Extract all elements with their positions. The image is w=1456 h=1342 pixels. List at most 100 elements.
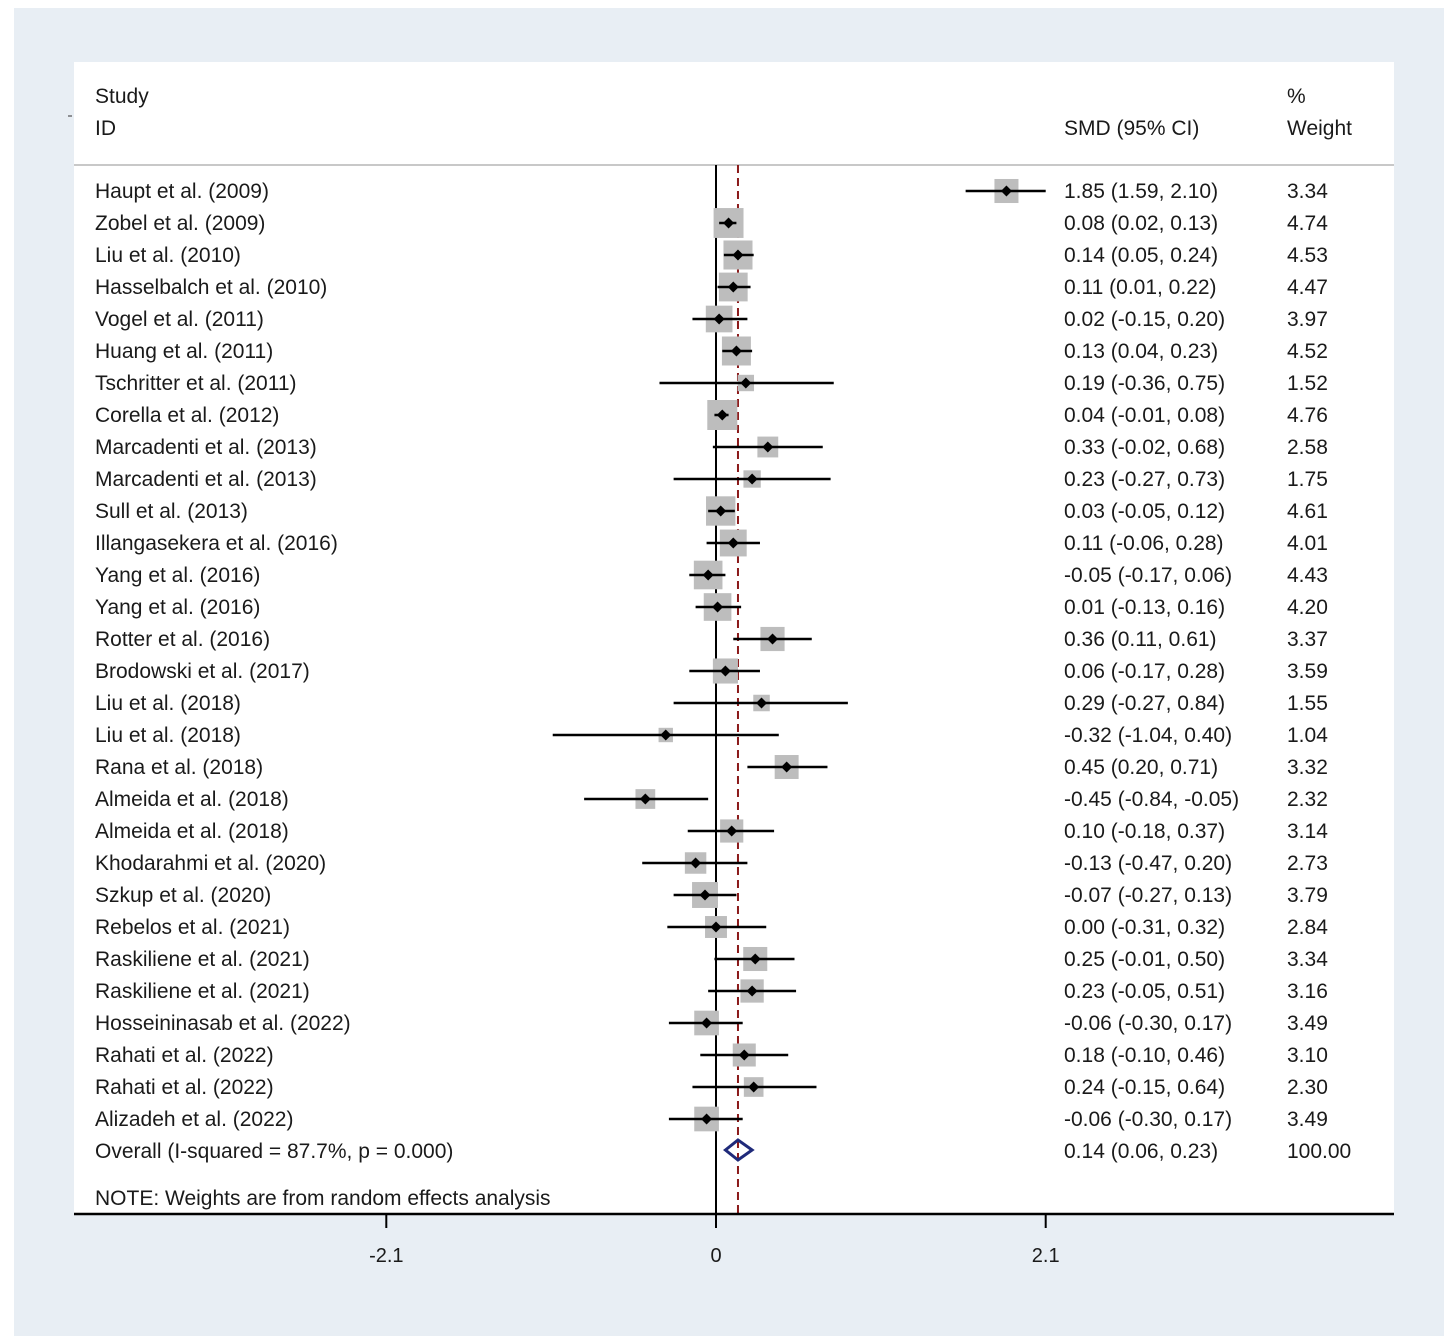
study-label: Alizadeh et al. (2022)	[95, 1108, 293, 1131]
point-estimate-marker	[639, 793, 651, 805]
study-row: Rahati et al. (2022) 0.18 (-0.10, 0.46) 3.…	[95, 1043, 1328, 1067]
point-estimate-marker	[702, 569, 714, 581]
study-weight-text: 2.32	[1287, 788, 1328, 811]
point-estimate-marker	[781, 761, 793, 773]
study-label: Szkup et al. (2020)	[95, 884, 271, 907]
header-effect: SMD (95% CI)	[1064, 117, 1199, 140]
study-weight-text: 2.73	[1287, 852, 1328, 875]
point-estimate-marker	[713, 313, 725, 325]
study-ci-text: -0.13 (-0.47, 0.20)	[1064, 852, 1232, 875]
study-ci-text: 0.04 (-0.01, 0.08)	[1064, 404, 1225, 427]
study-label: Raskiliene et al. (2021)	[95, 980, 310, 1003]
study-ci-text: 0.06 (-0.17, 0.28)	[1064, 660, 1225, 683]
point-estimate-marker	[746, 985, 758, 997]
study-row: Marcadenti et al. (2013) 0.33 (-0.02, 0.6…	[95, 436, 1328, 459]
study-row: Khodarahmi et al. (2020) -0.13 (-0.47, 0.…	[95, 852, 1328, 875]
study-row: Rahati et al. (2022) 0.24 (-0.15, 0.64) 2.…	[95, 1076, 1328, 1099]
study-rows: Haupt et al. (2009) 1.85 (1.59, 2.10) 3.34…	[95, 178, 1328, 1132]
study-weight-text: 1.04	[1287, 724, 1328, 747]
study-label: Huang et al. (2011)	[95, 340, 273, 363]
overall-ci-text: 0.14 (0.06, 0.23)	[1064, 1140, 1218, 1163]
study-ci-text: 0.24 (-0.15, 0.64)	[1064, 1076, 1225, 1099]
x-axis-ticks: -2.1 0 2.1	[369, 1214, 1060, 1267]
study-ci-text: 0.01 (-0.13, 0.16)	[1064, 596, 1225, 619]
study-row: Liu et al. (2018) 0.29 (-0.27, 0.84) 1.55	[95, 692, 1328, 715]
study-ci-text: 0.23 (-0.05, 0.51)	[1064, 980, 1225, 1003]
study-label: Raskiliene et al. (2021)	[95, 948, 310, 971]
study-label: Rahati et al. (2022)	[95, 1076, 274, 1099]
study-row: Yang et al. (2016) -0.05 (-0.17, 0.06) 4.4…	[95, 560, 1328, 590]
point-estimate-marker	[701, 1113, 713, 1125]
study-label: Marcadenti et al. (2013)	[95, 436, 317, 459]
study-ci-text: 0.14 (0.05, 0.24)	[1064, 244, 1218, 267]
study-ci-text: 0.19 (-0.36, 0.75)	[1064, 372, 1225, 395]
study-label: Hasselbalch et al. (2010)	[95, 276, 327, 299]
study-weight-text: 4.52	[1287, 340, 1328, 363]
study-weight-text: 4.74	[1287, 212, 1328, 235]
study-row: Yang et al. (2016) 0.01 (-0.13, 0.16) 4.20	[95, 593, 1328, 621]
study-row: Marcadenti et al. (2013) 0.23 (-0.27, 0.7…	[95, 468, 1328, 491]
study-row: Alizadeh et al. (2022) -0.06 (-0.30, 0.17…	[95, 1106, 1328, 1132]
study-weight-text: 2.58	[1287, 436, 1328, 459]
study-row: Sull et al. (2013) 0.03 (-0.05, 0.12) 4.61	[95, 496, 1328, 526]
study-weight-text: 2.30	[1287, 1076, 1328, 1099]
point-estimate-marker	[730, 345, 742, 357]
header-weight: Weight	[1287, 117, 1352, 140]
x-tick-label: 0	[710, 1245, 721, 1267]
study-weight-text: 3.49	[1287, 1012, 1328, 1035]
study-weight-text: 1.52	[1287, 372, 1328, 395]
point-estimate-marker	[699, 889, 711, 901]
study-ci-text: -0.32 (-1.04, 0.40)	[1064, 724, 1232, 747]
study-row: Raskiliene et al. (2021) 0.23 (-0.05, 0.5…	[95, 979, 1328, 1003]
study-ci-text: 0.11 (-0.06, 0.28)	[1064, 532, 1224, 555]
study-weight-text: 3.34	[1287, 948, 1328, 971]
study-ci-text: 0.36 (0.11, 0.61)	[1064, 628, 1217, 651]
overall-label: Overall (I-squared = 87.7%, p = 0.000)	[95, 1140, 453, 1163]
study-row: Liu et al. (2010) 0.14 (0.05, 0.24) 4.53	[95, 240, 1328, 270]
study-ci-text: -0.07 (-0.27, 0.13)	[1064, 884, 1232, 907]
overall-weight-text: 100.00	[1287, 1140, 1351, 1163]
study-row: Corella et al. (2012) 0.04 (-0.01, 0.08) 4…	[95, 400, 1328, 430]
study-ci-text: -0.45 (-0.84, -0.05)	[1064, 788, 1239, 811]
point-estimate-marker	[710, 921, 722, 933]
study-label: Illangasekera et al. (2016)	[95, 532, 338, 555]
study-label: Liu et al. (2010)	[95, 244, 241, 267]
study-label: Rotter et al. (2016)	[95, 628, 270, 651]
point-estimate-marker	[1000, 185, 1012, 197]
study-label: Haupt et al. (2009)	[95, 180, 269, 203]
study-label: Almeida et al. (2018)	[95, 788, 289, 811]
study-row: Vogel et al. (2011) 0.02 (-0.15, 0.20) 3.9…	[95, 305, 1328, 333]
study-weight-text: 4.76	[1287, 404, 1328, 427]
point-estimate-marker	[716, 409, 728, 421]
point-estimate-marker	[727, 281, 739, 293]
study-label: Rana et al. (2018)	[95, 756, 263, 779]
point-estimate-marker	[738, 1049, 750, 1061]
study-weight-text: 4.01	[1287, 532, 1328, 555]
study-row: Almeida et al. (2018) -0.45 (-0.84, -0.05…	[95, 788, 1328, 811]
study-label: Liu et al. (2018)	[95, 724, 241, 747]
study-label: Rebelos et al. (2021)	[95, 916, 290, 939]
point-estimate-marker	[726, 825, 738, 837]
study-weight-text: 1.75	[1287, 468, 1328, 491]
study-ci-text: 0.29 (-0.27, 0.84)	[1064, 692, 1225, 715]
point-estimate-marker	[723, 217, 735, 229]
study-row: Rebelos et al. (2021) 0.00 (-0.31, 0.32) 2…	[95, 916, 1328, 939]
study-label: Sull et al. (2013)	[95, 500, 248, 523]
study-row: Rotter et al. (2016) 0.36 (0.11, 0.61) 3.3…	[95, 626, 1328, 652]
point-estimate-marker	[712, 601, 724, 613]
study-row: Almeida et al. (2018) 0.10 (-0.18, 0.37) 3…	[95, 819, 1328, 843]
study-label: Yang et al. (2016)	[95, 596, 260, 619]
study-weight-text: 4.53	[1287, 244, 1328, 267]
study-ci-text: 0.03 (-0.05, 0.12)	[1064, 500, 1225, 523]
study-label: Brodowski et al. (2017)	[95, 660, 310, 683]
point-estimate-marker	[660, 729, 672, 741]
study-row: Brodowski et al. (2017) 0.06 (-0.17, 0.28…	[95, 658, 1328, 684]
study-weight-text: 3.32	[1287, 756, 1328, 779]
overall-diamond	[723, 1138, 755, 1162]
study-label: Rahati et al. (2022)	[95, 1044, 274, 1067]
study-label: Marcadenti et al. (2013)	[95, 468, 317, 491]
study-row: Huang et al. (2011) 0.13 (0.04, 0.23) 4.52	[95, 336, 1328, 366]
study-ci-text: 0.08 (0.02, 0.13)	[1064, 212, 1218, 235]
